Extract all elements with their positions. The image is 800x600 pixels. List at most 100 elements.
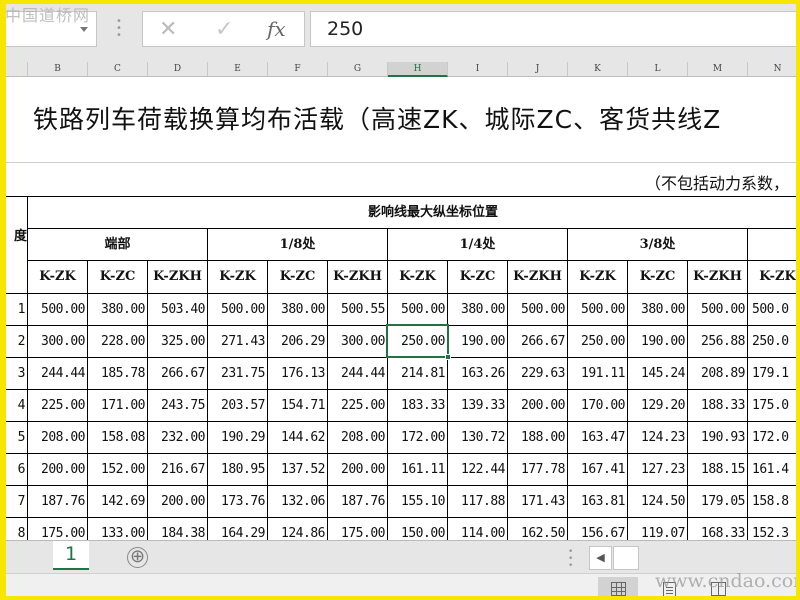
table-cell[interactable]: 173.76: [208, 486, 268, 518]
table-cell[interactable]: 177.78: [508, 454, 568, 486]
table-cell[interactable]: 203.57: [208, 390, 268, 422]
sheet-tab-1[interactable]: 1: [53, 541, 89, 570]
column-header-n[interactable]: N: [748, 62, 800, 77]
span-cell[interactable]: 3: [5, 358, 28, 390]
span-cell[interactable]: 2: [5, 326, 28, 358]
table-cell[interactable]: 500.0: [748, 294, 800, 326]
table-cell[interactable]: 179.05: [688, 486, 748, 518]
table-cell[interactable]: 124.50: [628, 486, 688, 518]
table-cell[interactable]: 188.33: [688, 390, 748, 422]
table-cell[interactable]: 187.76: [328, 486, 388, 518]
group-header[interactable]: 端部: [28, 229, 208, 261]
column-header-g[interactable]: G: [328, 62, 388, 77]
table-cell[interactable]: 225.00: [28, 390, 88, 422]
table-cell[interactable]: 266.67: [148, 358, 208, 390]
column-header-a[interactable]: [5, 62, 28, 77]
grid-icon[interactable]: [598, 577, 638, 600]
name-box[interactable]: [5, 11, 97, 47]
column-header-h[interactable]: H: [388, 62, 448, 77]
table-cell[interactable]: 187.76: [28, 486, 88, 518]
table-cell[interactable]: 180.95: [208, 454, 268, 486]
chevron-down-icon[interactable]: [80, 27, 88, 32]
table-cell[interactable]: 158.08: [88, 422, 148, 454]
sub-header[interactable]: K-ZKH: [328, 261, 388, 294]
table-cell[interactable]: 190.93: [688, 422, 748, 454]
add-sheet-icon[interactable]: ⊕: [127, 547, 148, 568]
table-cell[interactable]: 229.63: [508, 358, 568, 390]
table-cell[interactable]: 266.67: [508, 326, 568, 358]
table-cell[interactable]: 500.00: [388, 294, 448, 326]
column-header-i[interactable]: I: [448, 62, 508, 77]
table-cell[interactable]: 380.00: [88, 294, 148, 326]
table-cell[interactable]: 243.75: [148, 390, 208, 422]
table-cell[interactable]: 190.00: [628, 326, 688, 358]
sub-header[interactable]: K-ZK: [208, 261, 268, 294]
table-cell[interactable]: 129.20: [628, 390, 688, 422]
function-icon[interactable]: fx: [267, 17, 286, 41]
table-cell[interactable]: 161.11: [388, 454, 448, 486]
column-header-c[interactable]: C: [88, 62, 148, 77]
table-cell[interactable]: 200.00: [328, 454, 388, 486]
table-cell[interactable]: 200.00: [508, 390, 568, 422]
table-cell[interactable]: 145.24: [628, 358, 688, 390]
table-cell[interactable]: 380.00: [628, 294, 688, 326]
table-cell[interactable]: 190.29: [208, 422, 268, 454]
table-cell[interactable]: 500.00: [508, 294, 568, 326]
table-cell[interactable]: 228.00: [88, 326, 148, 358]
drag-handle-icon[interactable]: • • •: [116, 16, 122, 41]
sub-header[interactable]: K-ZKH: [508, 261, 568, 294]
selected-cell[interactable]: [386, 324, 451, 360]
table-cell[interactable]: 185.78: [88, 358, 148, 390]
column-header-b[interactable]: B: [28, 62, 88, 77]
column-header-e[interactable]: E: [208, 62, 268, 77]
enter-icon[interactable]: ✓: [215, 17, 234, 42]
column-header-j[interactable]: J: [508, 62, 568, 77]
table-cell[interactable]: 175.0: [748, 390, 800, 422]
table-cell[interactable]: 216.67: [148, 454, 208, 486]
sub-header[interactable]: K-ZC: [88, 261, 148, 294]
table-cell[interactable]: 500.00: [208, 294, 268, 326]
table-cell[interactable]: 183.33: [388, 390, 448, 422]
horizontal-scrollbar-thumb[interactable]: [613, 546, 639, 570]
table-cell[interactable]: 300.00: [328, 326, 388, 358]
table-cell[interactable]: 271.43: [208, 326, 268, 358]
column-header-f[interactable]: F: [268, 62, 328, 77]
table-cell[interactable]: 200.00: [148, 486, 208, 518]
table-cell[interactable]: 380.00: [448, 294, 508, 326]
group-header[interactable]: 1/4处: [388, 229, 568, 261]
table-cell[interactable]: 300.00: [28, 326, 88, 358]
table-cell[interactable]: 325.00: [148, 326, 208, 358]
table-cell[interactable]: 256.88: [688, 326, 748, 358]
table-cell[interactable]: 172.0: [748, 422, 800, 454]
formula-input[interactable]: 250: [310, 11, 800, 47]
table-cell[interactable]: 244.44: [328, 358, 388, 390]
sub-header[interactable]: K-ZKH: [148, 261, 208, 294]
sub-header[interactable]: K-ZKH: [688, 261, 748, 294]
sub-header[interactable]: K-ZK: [388, 261, 448, 294]
sub-header[interactable]: K-ZC: [268, 261, 328, 294]
table-cell[interactable]: 500.00: [28, 294, 88, 326]
group-header[interactable]: [748, 229, 800, 261]
table-cell[interactable]: 152.00: [88, 454, 148, 486]
table-cell[interactable]: 208.00: [28, 422, 88, 454]
table-cell[interactable]: 214.81: [388, 358, 448, 390]
table-cell[interactable]: 208.00: [328, 422, 388, 454]
table-cell[interactable]: 127.23: [628, 454, 688, 486]
table-cell[interactable]: 163.47: [568, 422, 628, 454]
table-cell[interactable]: 250.00: [568, 326, 628, 358]
split-handle-icon[interactable]: • • •: [568, 547, 574, 571]
span-cell[interactable]: 6: [5, 454, 28, 486]
column-header-d[interactable]: D: [148, 62, 208, 77]
table-cell[interactable]: 380.00: [268, 294, 328, 326]
group-header[interactable]: 1/8处: [208, 229, 388, 261]
table-cell[interactable]: 124.23: [628, 422, 688, 454]
table-cell[interactable]: 170.00: [568, 390, 628, 422]
table-cell[interactable]: 139.33: [448, 390, 508, 422]
sub-header[interactable]: K-ZK: [748, 261, 800, 294]
table-cell[interactable]: 231.75: [208, 358, 268, 390]
table-cell[interactable]: 161.4: [748, 454, 800, 486]
page-break-icon[interactable]: [698, 577, 738, 600]
table-cell[interactable]: 188.00: [508, 422, 568, 454]
table-cell[interactable]: 163.81: [568, 486, 628, 518]
table-cell[interactable]: 130.72: [448, 422, 508, 454]
